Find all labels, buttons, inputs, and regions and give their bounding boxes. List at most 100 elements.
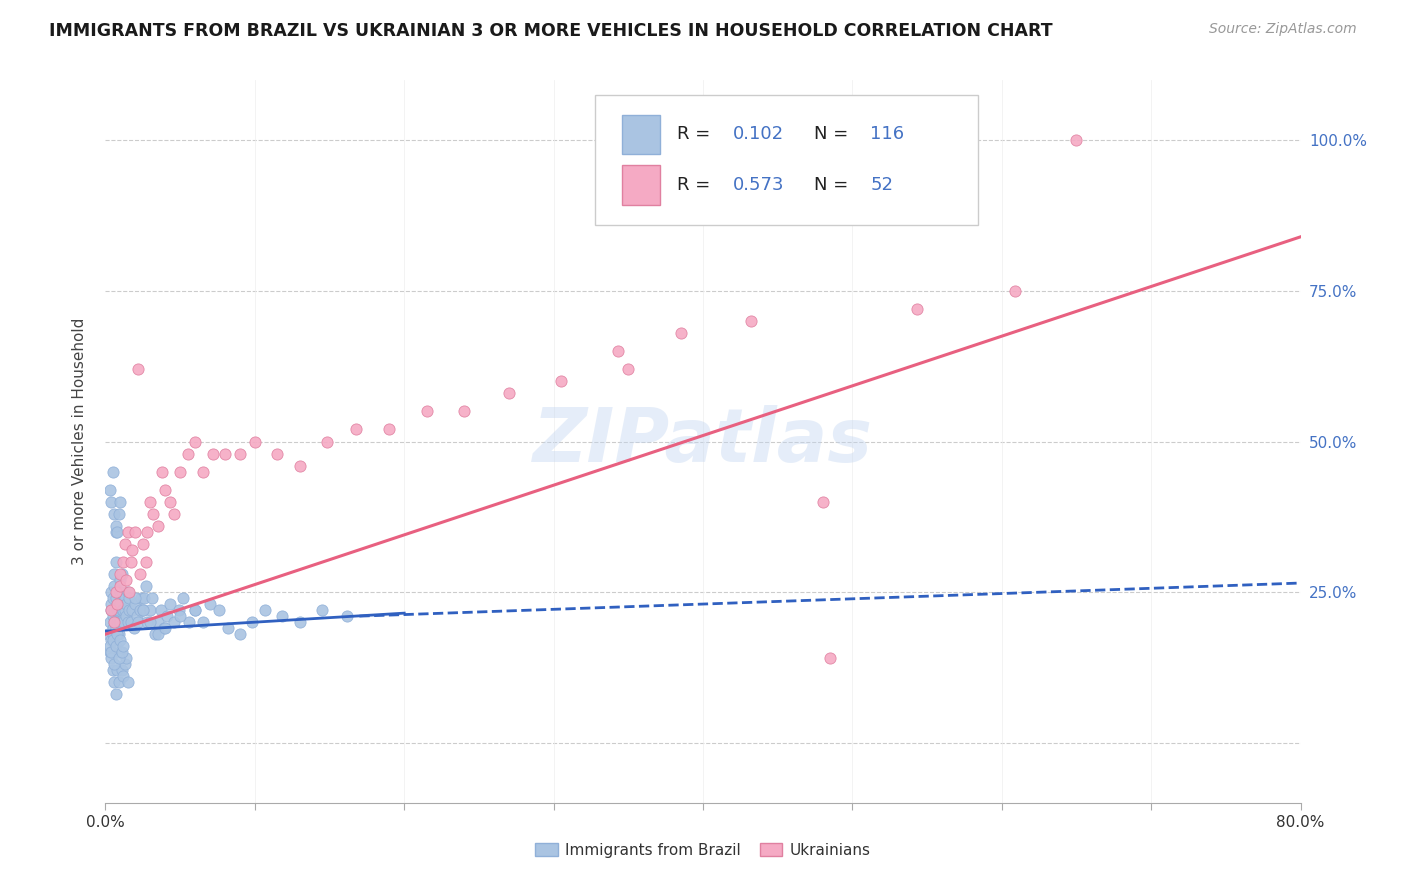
Point: [150, 465, 173, 479]
Point: [101, 621, 124, 635]
Point: [905, 301, 928, 317]
Point: [184, 603, 207, 617]
Point: [114, 657, 136, 672]
Text: N =: N =: [814, 126, 853, 144]
Legend: Immigrants from Brazil, Ukrainians: Immigrants from Brazil, Ukrainians: [529, 837, 877, 863]
Point: [169, 465, 191, 479]
Point: [110, 579, 132, 593]
Point: [155, 621, 177, 635]
Point: [127, 362, 149, 376]
Point: [112, 603, 135, 617]
Point: [169, 609, 191, 624]
Point: [114, 537, 136, 551]
Point: [117, 675, 139, 690]
Point: [104, 585, 127, 599]
Point: [108, 651, 131, 665]
Point: [107, 524, 129, 539]
Point: [100, 597, 122, 611]
Point: [98, 639, 121, 653]
Point: [111, 585, 134, 599]
Point: [1066, 133, 1088, 147]
Point: [121, 542, 143, 557]
Point: [108, 507, 131, 521]
Point: [139, 603, 162, 617]
Point: [135, 579, 157, 593]
Point: [104, 591, 127, 606]
Point: [167, 603, 190, 617]
Point: [198, 597, 221, 611]
Point: [104, 621, 127, 635]
Point: [142, 507, 165, 521]
Point: [110, 567, 132, 582]
Point: [100, 494, 122, 508]
Point: [191, 615, 214, 630]
Point: [217, 621, 239, 635]
Point: [143, 627, 166, 641]
Text: R =: R =: [676, 126, 716, 144]
Point: [100, 603, 122, 617]
Point: [110, 494, 132, 508]
Point: [550, 375, 572, 389]
Point: [110, 597, 132, 611]
Text: 116: 116: [870, 126, 904, 144]
Point: [818, 651, 841, 665]
Point: [184, 434, 207, 449]
Point: [132, 603, 155, 617]
Point: [120, 615, 142, 630]
Point: [270, 609, 292, 624]
Point: [118, 603, 141, 617]
Point: [163, 507, 186, 521]
Point: [811, 494, 834, 508]
Point: [112, 669, 135, 683]
Point: [136, 524, 159, 539]
Point: [103, 615, 125, 630]
Point: [114, 603, 136, 617]
Point: [118, 591, 141, 606]
Point: [110, 573, 132, 587]
Point: [172, 591, 194, 606]
Point: [136, 615, 159, 630]
Point: [176, 447, 198, 461]
Text: Source: ZipAtlas.com: Source: ZipAtlas.com: [1209, 22, 1357, 37]
Point: [128, 603, 150, 617]
Point: [132, 603, 155, 617]
Point: [125, 609, 148, 624]
Point: [104, 555, 127, 569]
Point: [288, 458, 311, 473]
Point: [103, 507, 125, 521]
Point: [132, 537, 155, 551]
Point: [117, 524, 139, 539]
Text: 0.573: 0.573: [733, 176, 785, 194]
Point: [107, 627, 129, 641]
Point: [110, 645, 132, 659]
Point: [740, 314, 762, 328]
Point: [135, 555, 157, 569]
Point: [104, 519, 127, 533]
Point: [139, 494, 162, 508]
Point: [127, 615, 149, 630]
FancyBboxPatch shape: [621, 165, 659, 205]
Text: ZIPatlas: ZIPatlas: [533, 405, 873, 478]
Point: [100, 633, 122, 648]
Point: [115, 597, 138, 611]
Point: [214, 447, 236, 461]
Point: [149, 603, 172, 617]
Point: [229, 447, 252, 461]
Point: [177, 615, 201, 630]
Point: [124, 597, 146, 611]
Point: [146, 615, 169, 630]
Point: [104, 639, 127, 653]
Point: [108, 627, 131, 641]
Point: [100, 585, 122, 599]
Point: [108, 615, 131, 630]
Point: [101, 627, 124, 641]
Point: [669, 326, 692, 341]
Point: [101, 609, 124, 624]
Point: [101, 664, 124, 678]
Point: [115, 609, 138, 624]
Point: [101, 465, 124, 479]
Point: [100, 603, 122, 617]
Point: [156, 609, 179, 624]
Point: [103, 567, 125, 582]
Point: [103, 615, 125, 630]
